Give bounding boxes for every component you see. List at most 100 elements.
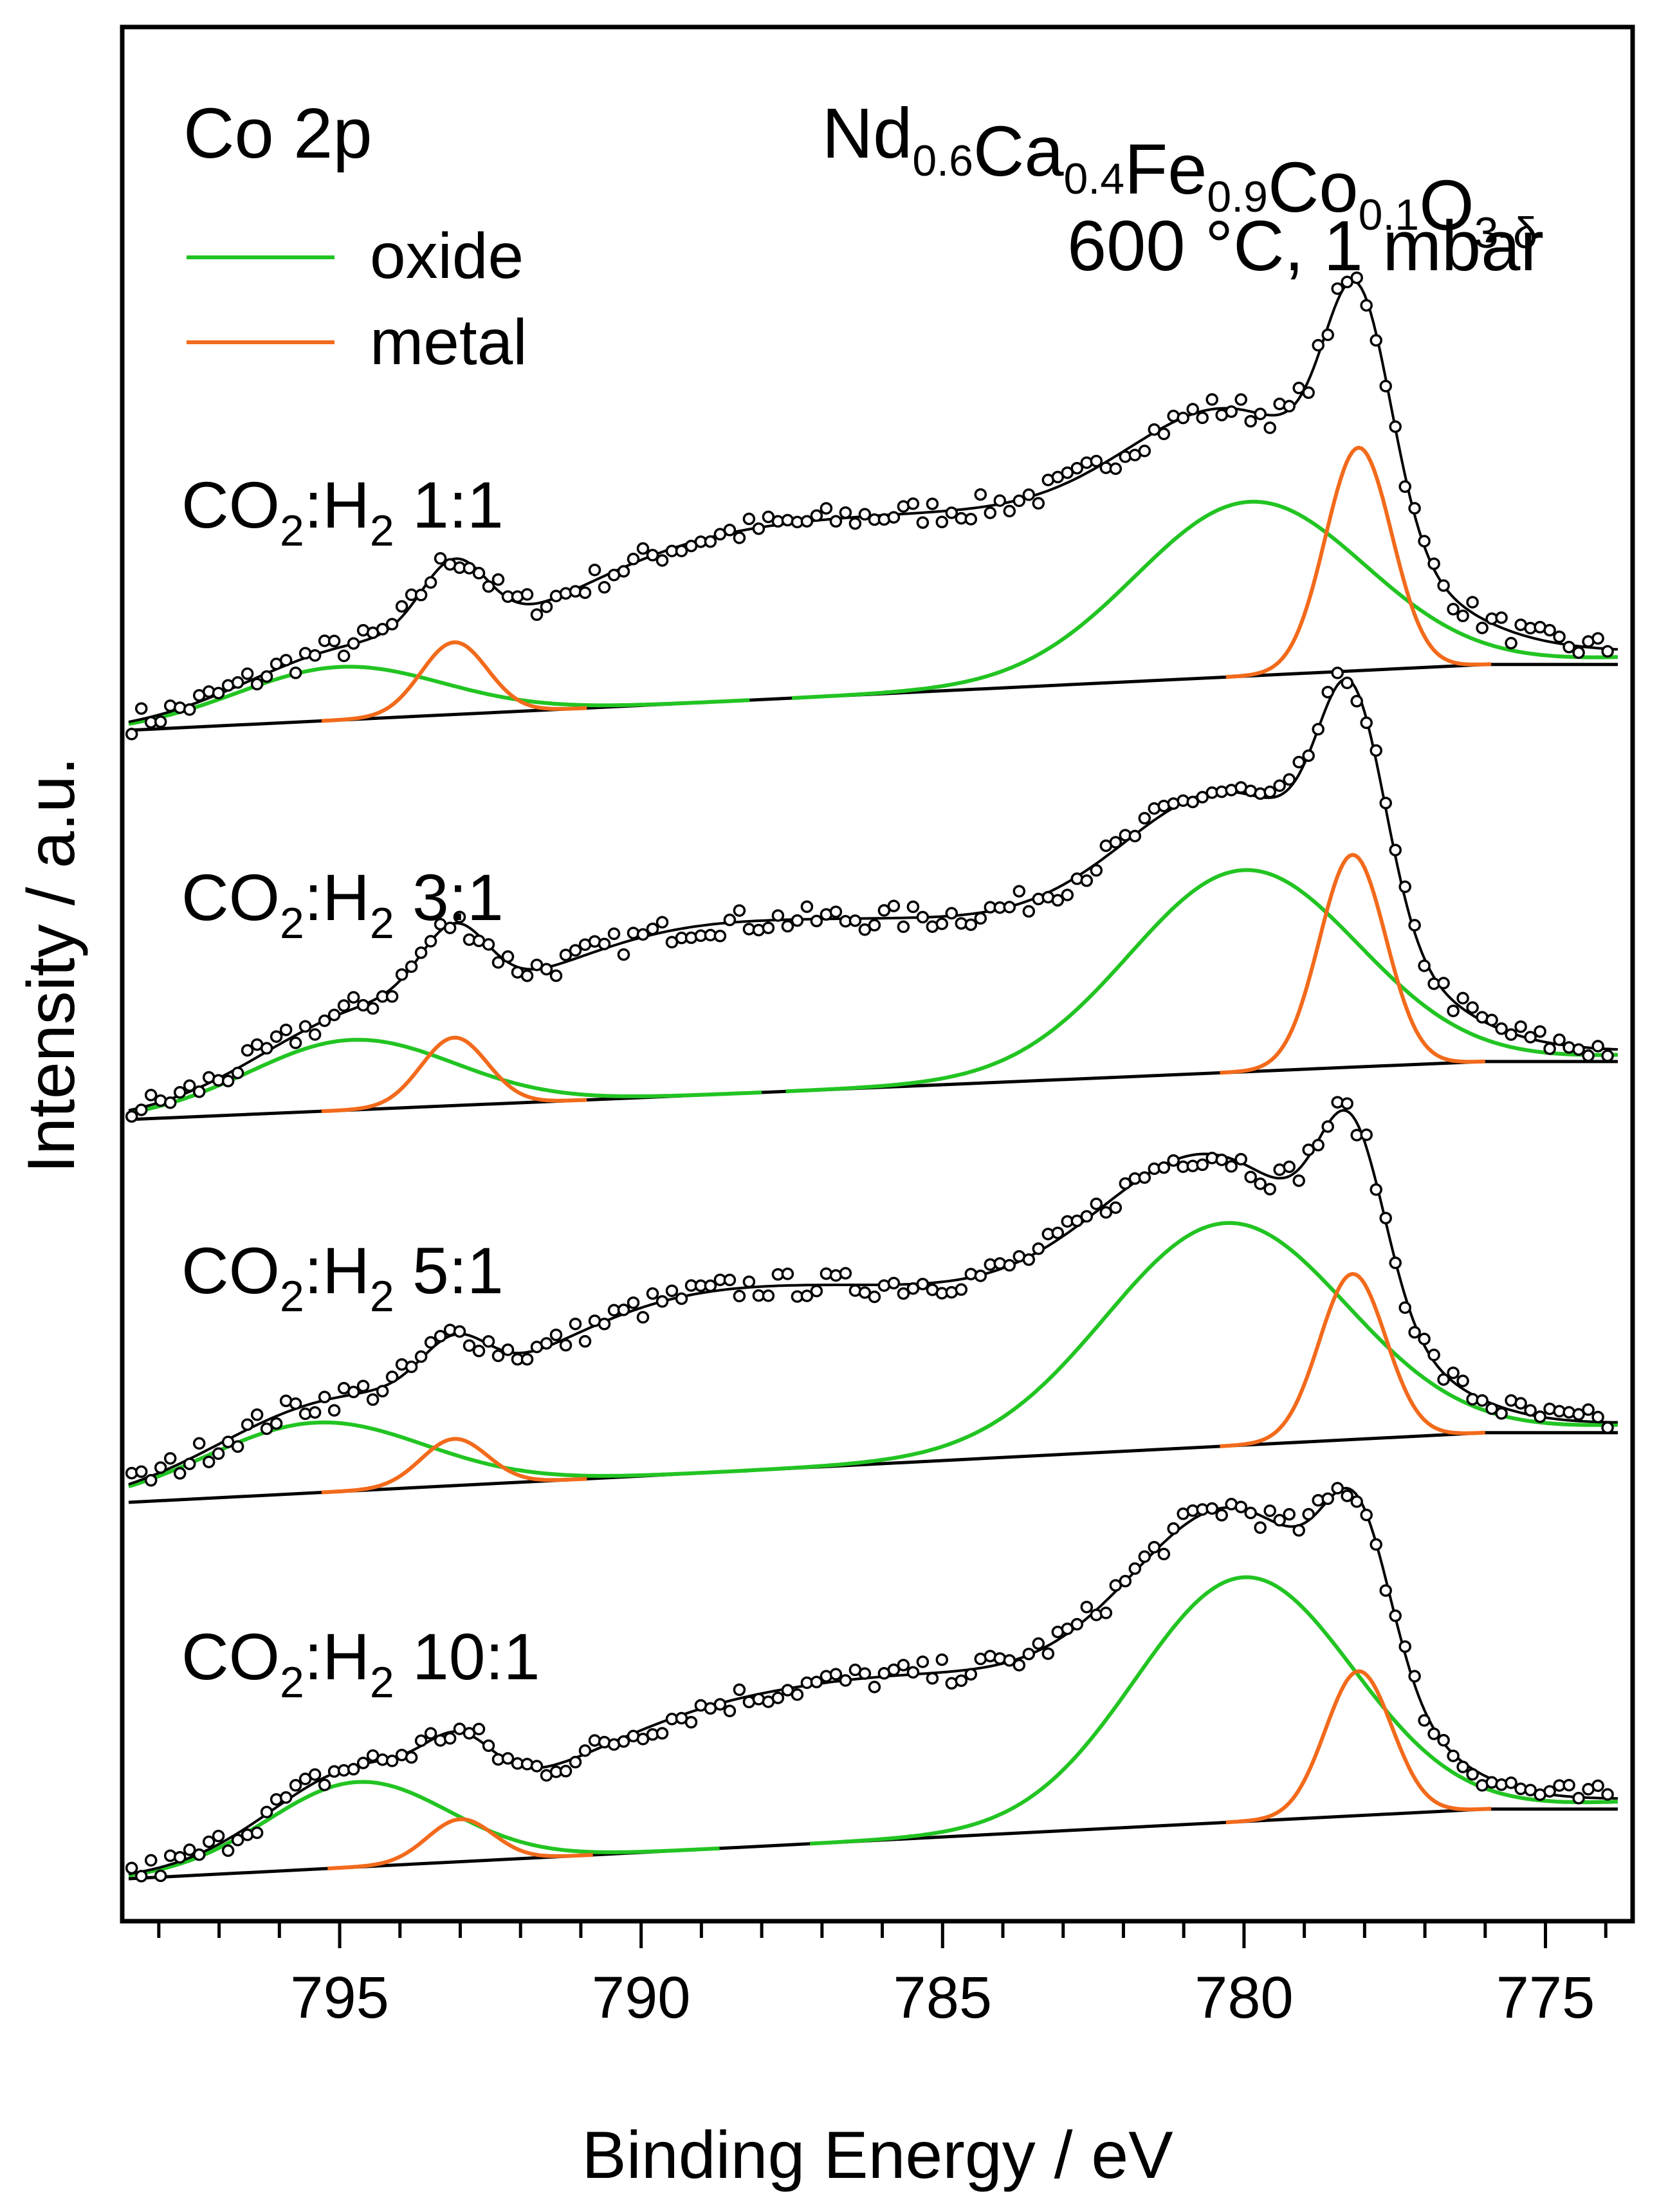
data-point — [646, 1287, 659, 1300]
data-point — [1485, 1402, 1498, 1415]
data-point — [1022, 1253, 1036, 1266]
data-point — [1109, 462, 1123, 475]
data-point — [1331, 282, 1344, 295]
data-point — [453, 1722, 466, 1735]
metal-peak — [1220, 853, 1485, 1075]
data-point — [974, 488, 987, 501]
data-point — [173, 701, 187, 714]
data-point — [1283, 1160, 1296, 1174]
data-point — [781, 513, 794, 527]
data-point — [665, 1284, 679, 1297]
data-point — [1263, 786, 1276, 798]
data-point — [260, 1042, 273, 1055]
metal-peak — [1225, 1669, 1492, 1825]
data-point — [1495, 1407, 1508, 1420]
data-point — [385, 990, 399, 1003]
data-point — [810, 914, 823, 928]
data-point — [887, 1663, 901, 1676]
data-point — [1379, 380, 1392, 392]
data-point — [1572, 1792, 1585, 1805]
data-point — [434, 552, 447, 565]
data-point — [1070, 1618, 1084, 1631]
data-point — [231, 1834, 244, 1847]
data-point — [1370, 334, 1382, 347]
data-point — [202, 1455, 215, 1468]
data-point — [250, 677, 264, 691]
data-point — [848, 914, 862, 927]
data-point — [781, 1267, 794, 1280]
data-point — [212, 1447, 225, 1461]
data-point — [1119, 1574, 1132, 1588]
data-point — [1543, 1042, 1556, 1055]
data-point — [1427, 557, 1440, 570]
data-point — [1485, 1013, 1498, 1027]
data-point — [308, 1768, 322, 1781]
data-point — [1601, 1788, 1614, 1801]
data-point — [1070, 872, 1084, 885]
data-point — [1360, 716, 1373, 730]
data-point — [1360, 1128, 1373, 1141]
data-point — [829, 905, 843, 918]
series-label: CO2:H2 10:1 — [181, 1620, 540, 1707]
metal-peak — [321, 640, 587, 723]
data-point — [742, 1275, 756, 1288]
data-point — [1524, 1031, 1537, 1044]
data-point — [212, 1829, 225, 1843]
data-point — [1196, 791, 1209, 804]
data-point — [733, 1683, 746, 1697]
data-point — [1370, 1183, 1382, 1196]
data-point — [1341, 676, 1353, 690]
data-point — [684, 1716, 698, 1729]
data-point — [144, 1089, 158, 1101]
data-point — [1292, 382, 1305, 394]
data-point — [877, 904, 891, 917]
data-point — [1292, 755, 1305, 769]
data-point — [1321, 1492, 1334, 1506]
data-point — [347, 991, 360, 1004]
data-point — [520, 969, 534, 982]
data-point — [318, 1014, 331, 1028]
data-point — [250, 1826, 264, 1839]
data-point — [1099, 1607, 1113, 1619]
data-point — [482, 1335, 495, 1348]
data-point — [250, 1408, 264, 1421]
data-point — [897, 1659, 910, 1672]
metal-peak — [321, 1035, 587, 1114]
data-point — [192, 1085, 206, 1098]
data-point — [935, 917, 949, 930]
data-point — [916, 1277, 930, 1291]
data-point — [1562, 1778, 1575, 1792]
data-point — [163, 1096, 177, 1109]
data-point — [453, 910, 466, 923]
data-point — [491, 573, 505, 586]
data-point — [221, 1435, 235, 1448]
data-point — [270, 1417, 283, 1430]
data-point — [1524, 1783, 1537, 1796]
data-point — [559, 1765, 573, 1778]
data-point — [820, 502, 833, 515]
data-point — [453, 1325, 466, 1338]
data-point — [270, 1793, 283, 1806]
data-point — [955, 1283, 968, 1296]
data-point — [1003, 901, 1016, 914]
data-point — [636, 928, 650, 941]
data-point — [163, 1452, 177, 1465]
data-point — [617, 1735, 630, 1748]
data-point — [1022, 905, 1036, 918]
series-label: CO2:H2 3:1 — [181, 861, 504, 948]
data-point — [791, 914, 804, 927]
data-point — [1186, 795, 1199, 809]
data-point — [781, 1684, 794, 1697]
data-point — [636, 542, 650, 555]
data-point — [569, 1756, 582, 1769]
data-point — [1379, 1212, 1392, 1224]
data-point — [771, 1691, 785, 1704]
data-point — [868, 919, 881, 932]
data-point — [173, 1467, 187, 1480]
sample-formula: Nd0.6Ca0.4Fe0.9Co0.1O3-δ — [822, 94, 1537, 257]
data-point — [424, 1336, 437, 1349]
data-point — [134, 1465, 148, 1479]
data-point — [1505, 1028, 1517, 1041]
data-point — [1389, 1609, 1402, 1623]
data-point — [327, 1008, 341, 1022]
